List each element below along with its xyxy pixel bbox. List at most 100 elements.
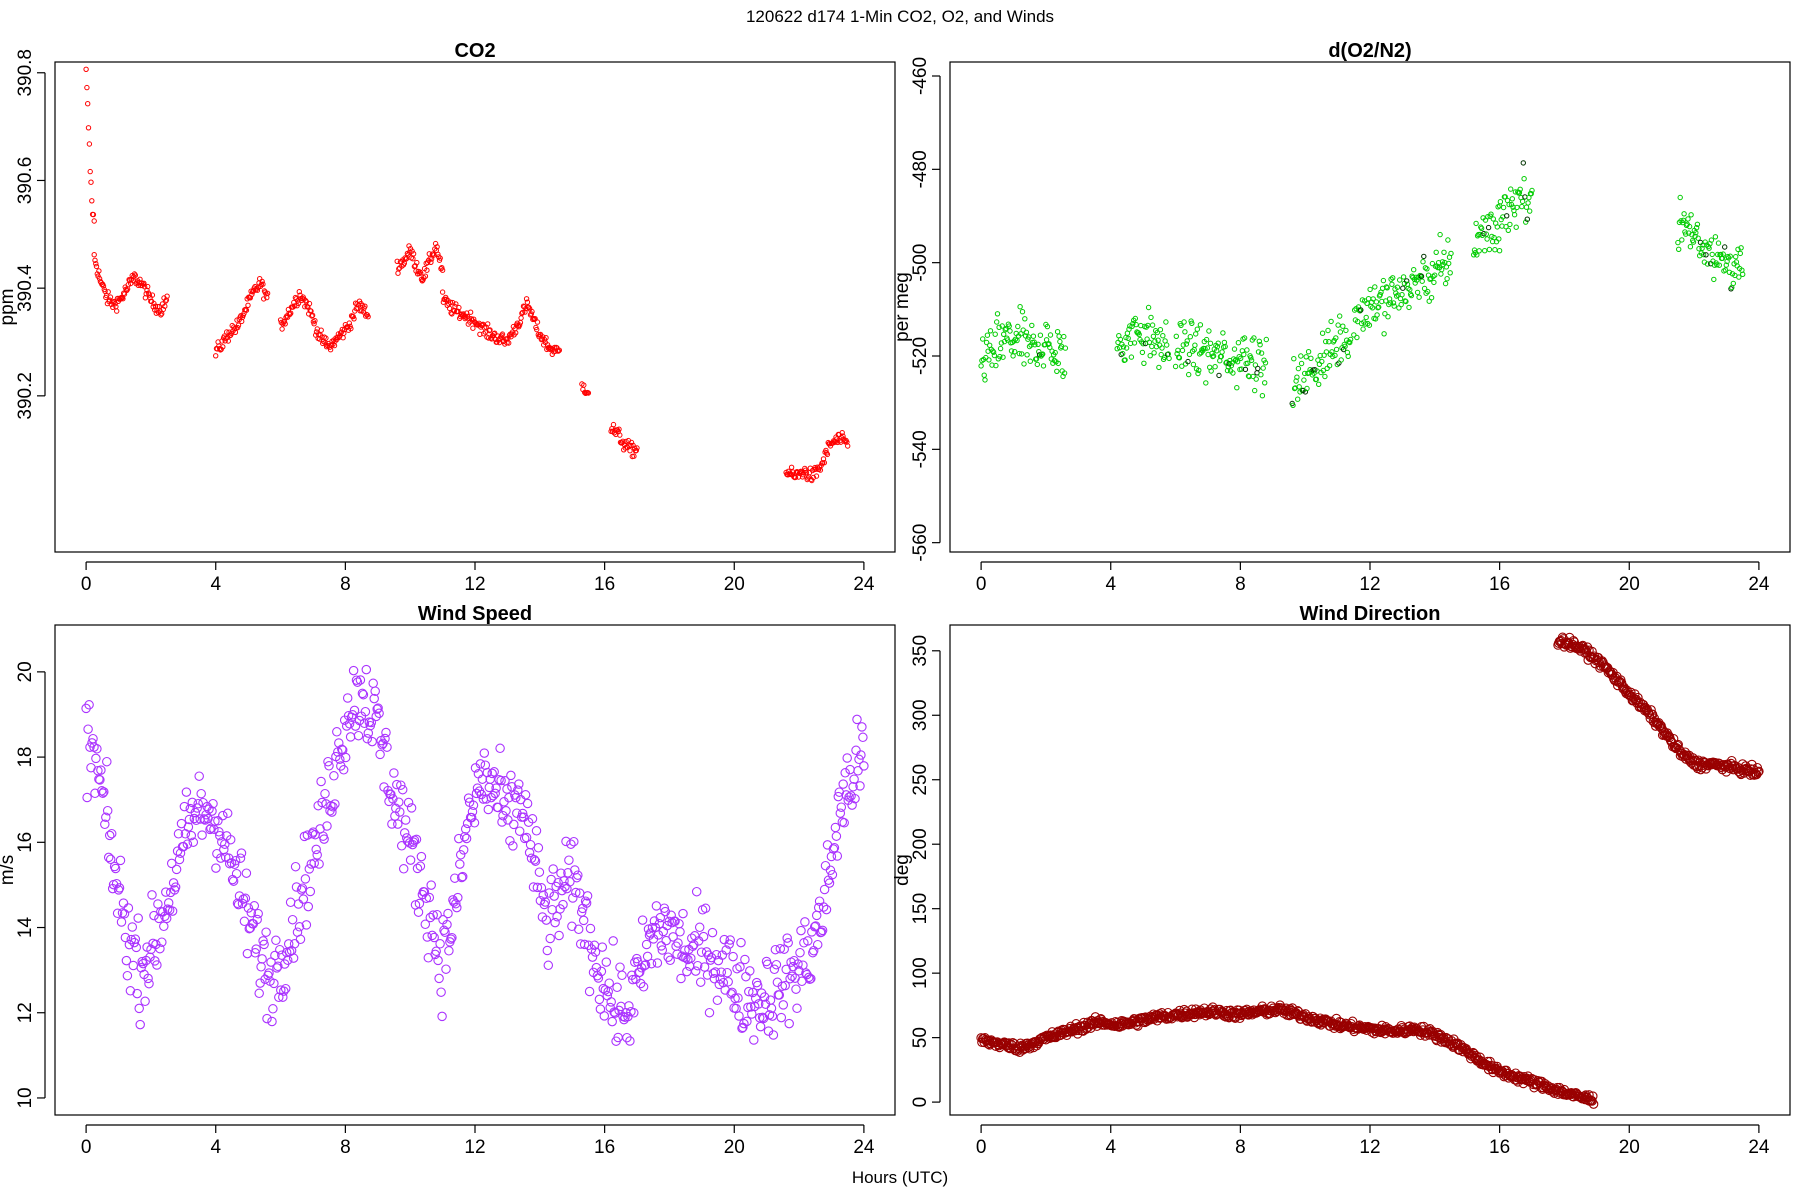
co2-data-point — [145, 283, 151, 290]
wind-speed-data-point — [393, 819, 403, 829]
o2n2-data-point — [1263, 336, 1270, 343]
o2n2-data-point — [1187, 334, 1194, 340]
o2n2-data-point — [1695, 235, 1701, 241]
o2n2-data-point — [1156, 364, 1162, 371]
wind-speed-data-point — [578, 915, 589, 926]
wind-speed-data-point — [642, 951, 653, 962]
wind-speed-data-point — [531, 826, 542, 836]
wind-speed-x-tick-label: 24 — [853, 1137, 875, 1158]
wind-speed-data-point — [163, 898, 174, 908]
wind-speed-data-point — [82, 792, 92, 803]
wind-direction-data-point — [1221, 1005, 1232, 1016]
co2-data-point — [410, 256, 416, 262]
co2-data-point — [634, 445, 640, 451]
wind-speed-data-point — [357, 688, 368, 699]
wind-speed-data-point — [99, 787, 109, 797]
o2n2-data-point — [1693, 225, 1700, 231]
o2n2-data-point — [1047, 332, 1054, 338]
o2n2-data-point — [1136, 331, 1142, 338]
wind-speed-data-point — [840, 768, 850, 778]
wind-speed-x-tick-label: 8 — [340, 1137, 351, 1158]
co2-data-point — [90, 211, 97, 218]
wind-speed-data-point — [277, 950, 287, 960]
wind-speed-data-point — [834, 787, 845, 797]
wind-speed-data-point — [686, 953, 696, 963]
wind-speed-data-point — [127, 922, 138, 932]
wind-speed-data-point — [262, 1013, 272, 1024]
wind-direction-data-point — [1688, 753, 1698, 763]
wind-speed-data-point — [332, 727, 342, 737]
wind-speed-data-point — [825, 865, 836, 876]
co2-data-point — [261, 296, 267, 302]
o2n2-data-point — [1140, 341, 1146, 347]
wind-speed-data-point — [353, 730, 364, 741]
wind-speed-data-point — [90, 788, 100, 799]
wind-speed-data-point — [136, 963, 146, 973]
wind-speed-data-point — [803, 936, 813, 946]
wind-direction-data-point — [1588, 1099, 1599, 1109]
o2n2-data-point — [1149, 343, 1155, 350]
wind-speed-data-point — [459, 831, 470, 842]
wind-speed-data-point — [415, 861, 426, 871]
wind-speed-data-point — [386, 789, 396, 800]
o2n2-plot-frame — [949, 61, 1791, 553]
co2-data-point — [121, 290, 127, 296]
co2-data-point — [410, 251, 417, 257]
wind-speed-data-point — [767, 1011, 778, 1021]
o2n2-title: d(O2/N2) — [1328, 40, 1411, 62]
o2n2-data-point — [983, 339, 990, 346]
wind-speed-data-point — [135, 1019, 145, 1030]
co2-data-point — [288, 310, 294, 316]
co2-data-point — [235, 324, 241, 331]
co2-data-point — [318, 327, 324, 333]
co2-data-point — [348, 325, 354, 332]
wind-direction-data-point — [1004, 1038, 1014, 1048]
wind-speed-data-point — [271, 935, 281, 946]
o2n2-data-point — [1248, 355, 1254, 361]
o2n2-data-point — [1323, 349, 1330, 355]
co2-data-point — [486, 327, 492, 334]
wind-speed-data-point — [229, 859, 240, 870]
o2n2-data-point — [1328, 318, 1334, 325]
wind-speed-y-tick-label: 12 — [15, 1002, 36, 1023]
wind-speed-data-point — [561, 836, 571, 847]
wind-direction-data-point — [1584, 1090, 1594, 1100]
wind-direction-data-point — [1587, 646, 1597, 657]
wind-direction-data-point — [1192, 1008, 1203, 1018]
wind-speed-data-point — [309, 858, 319, 868]
wind-speed-data-point — [112, 908, 123, 919]
wind-speed-data-point — [437, 1011, 447, 1022]
wind-speed-data-point — [757, 1012, 768, 1023]
wind-speed-data-point — [402, 836, 413, 846]
wind-speed-data-point — [373, 703, 383, 713]
o2n2-data-point — [1391, 303, 1397, 309]
wind-speed-data-point — [676, 973, 686, 984]
o2n2-data-point — [1295, 365, 1302, 372]
wind-speed-data-point — [186, 830, 197, 841]
wind-speed-data-point — [279, 986, 289, 996]
wind-speed-data-point — [637, 915, 648, 925]
o2n2-data-point — [1019, 309, 1026, 315]
o2n2-data-point — [1002, 327, 1008, 333]
wind-speed-data-point — [173, 829, 184, 839]
wind-speed-data-point — [573, 924, 584, 935]
wind-direction-plot-frame — [949, 624, 1791, 1116]
wind-speed-data-point — [827, 869, 838, 880]
wind-direction-data-point — [1541, 1082, 1552, 1093]
wind-speed-data-point — [189, 813, 200, 824]
o2n2-data-point — [1253, 376, 1259, 382]
o2n2-data-point — [1052, 349, 1058, 356]
wind-speed-data-point — [433, 955, 443, 966]
o2n2-data-point — [1150, 333, 1157, 339]
wind-speed-data-point — [821, 904, 832, 915]
wind-speed-data-point — [210, 816, 220, 826]
wind-speed-data-point — [564, 855, 574, 865]
wind-speed-data-point — [192, 803, 202, 813]
wind-speed-data-point — [188, 837, 199, 847]
co2-data-point — [845, 443, 851, 449]
wind-speed-data-point — [203, 813, 213, 824]
o2n2-data-point — [1308, 355, 1314, 361]
o2n2-data-point — [1727, 253, 1733, 259]
o2n2-data-point — [1023, 329, 1030, 335]
wind-speed-data-point — [746, 1002, 756, 1012]
